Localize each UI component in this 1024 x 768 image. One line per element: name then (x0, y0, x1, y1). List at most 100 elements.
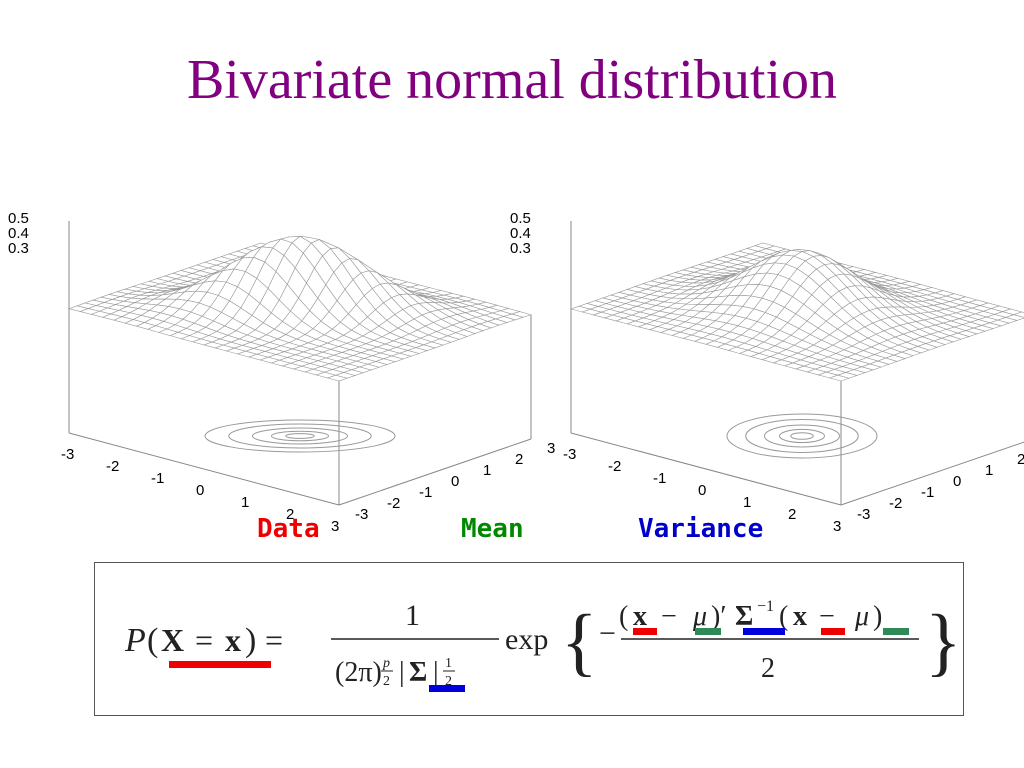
contour-line-1 (726, 413, 878, 459)
y-tick-label: -3 (355, 506, 368, 523)
y-tick-label: -3 (857, 506, 870, 523)
formula-denominator-2pi: (2π) (335, 657, 382, 688)
underline-data-x1 (633, 628, 657, 635)
x-tick-label: 1 (743, 494, 751, 511)
formula-exp-half-2: 2 (445, 674, 452, 689)
contour-line-2 (745, 419, 859, 453)
x-tick-label: 3 (833, 518, 841, 535)
floor-edge-front (570, 432, 842, 506)
underline-data-x2 (821, 628, 845, 635)
formula-num-minus1: − (661, 601, 677, 632)
y-tick-label: 3 (547, 440, 555, 457)
y-tick-label: -1 (419, 484, 432, 501)
contour-line-5 (790, 432, 814, 440)
x-tick-label: -1 (151, 470, 164, 487)
x-tick-label: 2 (788, 506, 796, 523)
y-tick-label: 1 (483, 462, 491, 479)
surface-mesh (569, 242, 1024, 382)
formula-exp: exp (505, 623, 548, 656)
x-tick-label: -1 (653, 470, 666, 487)
y-tick-label: 1 (985, 462, 993, 479)
formula-num-x1: x (633, 601, 647, 632)
floor-edge-right (338, 438, 532, 506)
formula-numerator-1: 1 (405, 599, 420, 632)
underline-mean-mu1 (695, 628, 721, 635)
formula-exp-p: p (382, 656, 390, 671)
slide-title: Bivariate normal distribution (186, 49, 838, 111)
formula-lhs-P: P (124, 622, 146, 659)
formula-num-sigma-inv: −1 (757, 598, 774, 615)
underline-data-lhs (169, 661, 271, 668)
x-tick-label: -2 (608, 458, 621, 475)
y-tick-label: -2 (387, 495, 400, 512)
formula-num-paren2-close: ) (873, 601, 882, 632)
contour-line-5 (285, 433, 315, 439)
mesh-cell (326, 374, 349, 382)
formula-exp-denominator-2: 2 (761, 653, 775, 684)
formula-denominator-bar-close: | (433, 657, 439, 688)
formula-box: P ( X = x ) = 1 (2π) p 2 | Σ | 1 2 exp {… (94, 562, 964, 716)
contour-line-4 (779, 428, 825, 444)
x-tick-label: -3 (563, 446, 576, 463)
x-tick-label: -2 (106, 458, 119, 475)
surface-plot-circular: 0.50.40.3 -3 -2 -1 0 1 2 3 -3 -2 -1 0 1 2 3 (502, 180, 1024, 535)
floor-edge-front (68, 432, 340, 506)
formula-lhs-paren-open: ( (147, 622, 158, 659)
contour-line-3 (764, 424, 840, 448)
y-tick-label: 2 (1017, 451, 1024, 468)
y-tick-label: -1 (921, 484, 934, 501)
legend-data-label: Data (257, 514, 320, 544)
floor-edge-right (840, 441, 1024, 506)
x-tick-label: 0 (698, 482, 706, 499)
z-tick-label: 0.5 (510, 210, 531, 227)
y-tick-label: -2 (889, 495, 902, 512)
formula-lhs-X: X (161, 622, 184, 658)
formula-exp-p-2: 2 (383, 674, 390, 689)
x-tick-label: 3 (331, 518, 339, 535)
formula-svg: P ( X = x ) = 1 (2π) p 2 | Σ | 1 2 exp {… (124, 598, 961, 692)
formula-num-mu2: μ (854, 601, 869, 632)
mesh-cell (828, 374, 851, 382)
underline-variance-sigma (743, 628, 785, 635)
formula-num-mu1: μ (692, 601, 707, 632)
formula-equals: = (265, 622, 283, 658)
formula-lhs-eq: = (195, 622, 213, 658)
x-tick-label: -3 (61, 446, 74, 463)
z-tick-label: 0.4 (8, 225, 29, 242)
surface-plot-right-svg: 0.50.40.3 -3 -2 -1 0 1 2 3 -3 -2 -1 0 1 2 3 (510, 210, 1024, 535)
x-tick-label: 1 (241, 494, 249, 511)
formula-num-paren1: ( (619, 601, 628, 632)
formula-num-paren2: ( (779, 601, 788, 632)
x-tick-label: 0 (196, 482, 204, 499)
z-tick-label: 0.3 (8, 240, 29, 257)
contour-line-4 (271, 430, 329, 442)
formula-lhs-paren-close: ) (245, 622, 256, 659)
legend-variance-label: Variance (638, 514, 764, 544)
formula-lhs-x: x (225, 622, 241, 658)
formula-minus: − (599, 617, 616, 650)
z-tick-label: 0.3 (510, 240, 531, 257)
formula-num-sigma: Σ (735, 601, 753, 632)
legend-row: Data Mean Variance (0, 514, 1024, 548)
contour-line-2 (228, 423, 372, 449)
formula-denominator-bar-open: | (399, 657, 405, 688)
formula-exp-half-1: 1 (445, 656, 452, 671)
z-tick-label: 0.4 (510, 225, 531, 242)
formula-brace-close: } (925, 600, 961, 684)
formula-num-minus2: − (819, 601, 835, 632)
formula-num-x2: x (793, 601, 807, 632)
legend-mean-label: Mean (461, 514, 524, 544)
y-tick-label: 0 (451, 473, 459, 490)
x-tick-label: 2 (286, 506, 294, 523)
z-tick-label: 0.5 (8, 210, 29, 227)
underline-variance-denominator (429, 685, 465, 692)
formula-denominator-sigma: Σ (409, 657, 427, 688)
formula-brace-open: { (561, 600, 597, 684)
contour-line-1 (204, 419, 396, 453)
formula-num-paren1-close: )′ (711, 601, 726, 632)
surface-plot-correlated: 0.5 0.4 0.3 -3 -2 -1 0 1 2 3 -3 -2 -1 0 1 2 3 (0, 180, 555, 535)
y-tick-label: 2 (515, 451, 523, 468)
contour-line-3 (252, 427, 348, 445)
y-tick-label: 0 (953, 473, 961, 490)
